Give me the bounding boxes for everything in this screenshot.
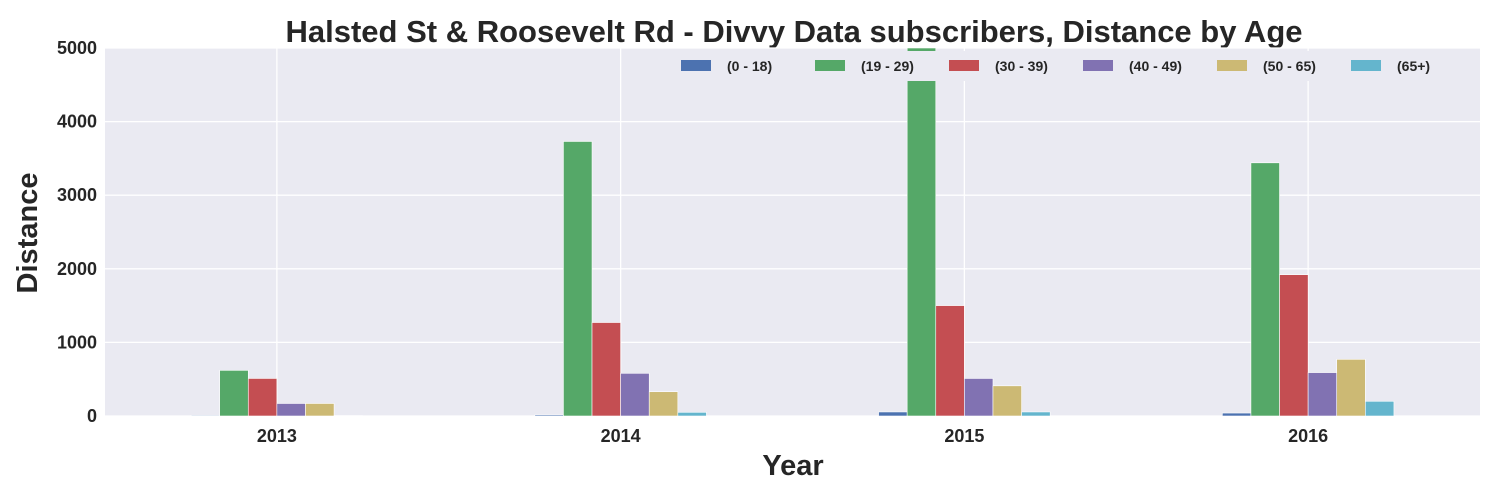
bar xyxy=(1336,359,1366,417)
y-tick-label: 1000 xyxy=(57,332,97,352)
y-tick-label: 0 xyxy=(87,406,97,426)
bar xyxy=(1222,412,1252,417)
legend-label: (50 - 65) xyxy=(1263,58,1316,74)
legend-label: (0 - 18) xyxy=(727,58,772,74)
x-axis-label: Year xyxy=(762,450,823,482)
bar xyxy=(534,414,564,417)
legend: (0 - 18) (19 - 29) (30 - 39) (40 - 49) (50 -… xyxy=(673,51,1478,81)
legend-swatch xyxy=(681,60,711,71)
bar xyxy=(677,412,707,417)
bar xyxy=(878,411,908,417)
legend-label: (65+) xyxy=(1397,58,1430,74)
y-tick-label: 4000 xyxy=(57,112,97,132)
legend-swatch xyxy=(1351,60,1381,71)
bar xyxy=(1307,372,1338,417)
legend-swatch xyxy=(815,60,845,71)
chart-title: Halsted St & Roosevelt Rd - Divvy Data s… xyxy=(285,14,1302,49)
bar xyxy=(219,370,249,417)
legend-swatch xyxy=(1217,60,1247,71)
bar xyxy=(1021,411,1051,417)
legend-box xyxy=(673,51,1478,81)
legend-label: (30 - 39) xyxy=(995,58,1048,74)
legend-label: (40 - 49) xyxy=(1129,58,1182,74)
bar xyxy=(648,391,679,417)
bar xyxy=(1250,162,1280,417)
x-tick-label: 2014 xyxy=(601,426,641,446)
bar xyxy=(305,403,335,417)
bar xyxy=(964,378,994,417)
bar xyxy=(1279,274,1309,417)
bar xyxy=(247,378,278,417)
y-tick-labels: 0 1000 2000 3000 4000 5000 xyxy=(57,38,97,426)
bar xyxy=(620,373,650,417)
bar xyxy=(591,322,621,417)
legend-label: (19 - 29) xyxy=(861,58,914,74)
bar xyxy=(276,403,306,417)
y-tick-label: 5000 xyxy=(57,38,97,58)
legend-swatch xyxy=(949,60,979,71)
x-tick-label: 2013 xyxy=(257,426,297,446)
bar xyxy=(992,385,1022,417)
bar xyxy=(906,47,937,417)
x-tick-label: 2015 xyxy=(944,426,984,446)
bar xyxy=(190,414,220,417)
y-tick-label: 2000 xyxy=(57,259,97,279)
bar xyxy=(563,141,593,417)
x-tick-label: 2016 xyxy=(1288,426,1328,446)
legend-swatch xyxy=(1083,60,1113,71)
x-tick-labels: 2013 2014 2015 2016 xyxy=(257,426,1328,446)
bar xyxy=(1365,400,1395,417)
bars xyxy=(190,47,1395,417)
y-tick-label: 3000 xyxy=(57,185,97,205)
y-axis-label: Distance xyxy=(12,173,44,294)
bar xyxy=(935,305,965,417)
